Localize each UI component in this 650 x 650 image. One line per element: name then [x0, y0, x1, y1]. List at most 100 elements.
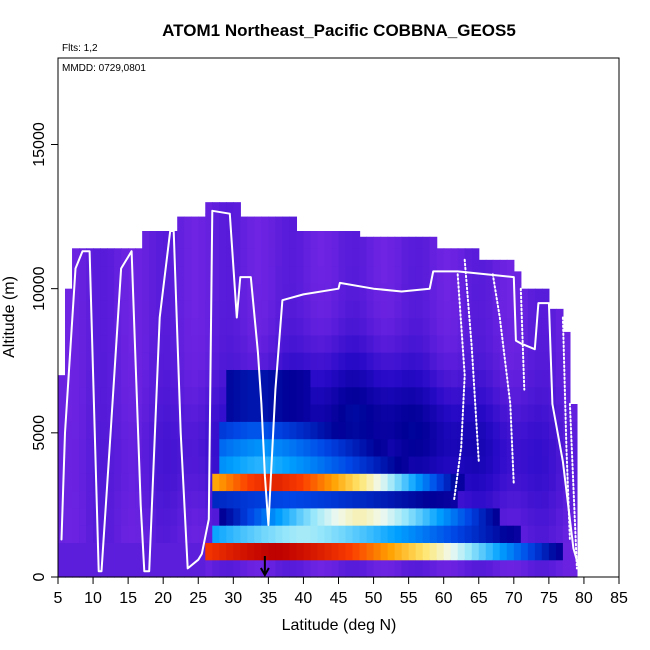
heatmap-cell: [177, 542, 185, 561]
heatmap-cell: [352, 248, 361, 267]
y-axis: 0 5000 10000 15000: [31, 122, 59, 581]
heatmap-cell: [534, 369, 543, 388]
heatmap-cell: [464, 507, 473, 526]
heatmap-cell: [548, 542, 557, 561]
heatmap-cell: [415, 473, 424, 492]
heatmap-cell: [233, 421, 241, 440]
heatmap-cell: [254, 559, 262, 578]
heatmap-cell: [296, 231, 305, 249]
heatmap-cell: [387, 265, 396, 284]
heatmap-cell: [331, 525, 340, 543]
heatmap-cell: [191, 282, 199, 301]
heatmap-cell: [380, 473, 389, 492]
heatmap-cell: [128, 421, 136, 440]
heatmap-cell: [303, 542, 312, 561]
heatmap-cell: [366, 421, 375, 440]
heatmap-cell: [289, 542, 298, 561]
heatmap-cell: [464, 334, 473, 353]
heatmap-cell: [219, 213, 227, 232]
heatmap-cell: [100, 334, 108, 353]
heatmap-cell: [72, 455, 80, 474]
heatmap-cell: [562, 334, 571, 353]
heatmap-cell: [149, 352, 157, 370]
chart-title: ATOM1 Northeast_Pacific COBBNA_GEOS5: [162, 21, 516, 40]
heatmap-cell: [100, 455, 108, 474]
heatmap-cell: [471, 282, 480, 301]
heatmap-cell: [170, 265, 178, 284]
heatmap-cell: [100, 404, 108, 422]
heatmap-cell: [422, 507, 431, 526]
heatmap-cell: [317, 352, 326, 370]
heatmap-cell: [100, 300, 108, 319]
heatmap-cell: [128, 559, 136, 578]
heatmap-cell: [478, 317, 487, 336]
heatmap-cell: [443, 507, 452, 526]
heatmap-cell: [464, 248, 473, 267]
heatmap-cell: [205, 265, 213, 284]
heatmap-cell: [415, 282, 424, 301]
heatmap-cell: [128, 525, 136, 543]
heatmap-cell: [331, 352, 340, 370]
heatmap-cell: [394, 473, 403, 492]
heatmap-cell: [296, 265, 305, 284]
heatmap-cell: [261, 490, 269, 509]
heatmap-cell: [443, 369, 452, 388]
heatmap-cell: [324, 507, 333, 526]
heatmap-cell: [177, 317, 185, 336]
heatmap-cell: [317, 525, 326, 543]
heatmap-cell: [422, 542, 431, 561]
heatmap-cell: [240, 542, 248, 561]
heatmap-cell: [212, 404, 220, 422]
heatmap-cell: [261, 507, 269, 526]
heatmap-cell: [79, 421, 87, 440]
flight-track: [60, 209, 580, 573]
heatmap-cell: [380, 455, 389, 474]
heatmap-cell: [65, 438, 73, 457]
descent-profile-line: [491, 273, 515, 486]
heatmap-cell: [142, 300, 150, 319]
heatmap-cell: [261, 369, 269, 388]
heatmap-cell: [527, 369, 536, 388]
heatmap-cell: [149, 369, 157, 388]
heatmap-cell: [408, 490, 417, 509]
heatmap-cell: [233, 282, 241, 301]
heatmap-cell: [534, 559, 543, 578]
heatmap-cell: [149, 300, 157, 319]
heatmap-cell: [394, 559, 403, 578]
heatmap-cell: [240, 559, 248, 578]
heatmap-cell: [226, 386, 234, 405]
heatmap-cell: [254, 216, 262, 232]
heatmap-cell: [261, 300, 269, 319]
heatmap-cell: [93, 265, 101, 284]
heatmap-cell: [107, 386, 115, 405]
heatmap-cell: [513, 386, 522, 405]
heatmap-cell: [569, 438, 578, 457]
heatmap-cell: [422, 490, 431, 509]
heatmap-cell: [506, 386, 515, 405]
heatmap-cell: [170, 507, 178, 526]
heatmap-cell: [184, 542, 192, 561]
heatmap-cell: [233, 317, 241, 336]
arrow-head: [260, 567, 270, 578]
heatmap-cell: [541, 369, 550, 388]
heatmap-cell: [261, 542, 269, 561]
heatmap-cell: [513, 404, 522, 422]
heatmap-cell: [457, 559, 466, 578]
heatmap-cell: [282, 455, 291, 474]
heatmap-cell: [359, 369, 368, 388]
heatmap-cell: [72, 559, 80, 578]
heatmap-cell: [268, 317, 276, 336]
heatmap-cell: [394, 300, 403, 319]
heatmap-cell: [408, 438, 417, 457]
heatmap-cell: [499, 317, 508, 336]
heatmap-cell: [149, 248, 157, 267]
heatmap-cell: [380, 421, 389, 440]
heatmap-cell: [492, 455, 501, 474]
heatmap-cell: [373, 265, 382, 284]
heatmap-cell: [520, 455, 529, 474]
heatmap-cell: [282, 421, 291, 440]
heatmap-cell: [415, 352, 424, 370]
heatmap-cell: [310, 559, 319, 578]
heatmap-cell: [373, 421, 382, 440]
heatmap-cell: [415, 490, 424, 509]
